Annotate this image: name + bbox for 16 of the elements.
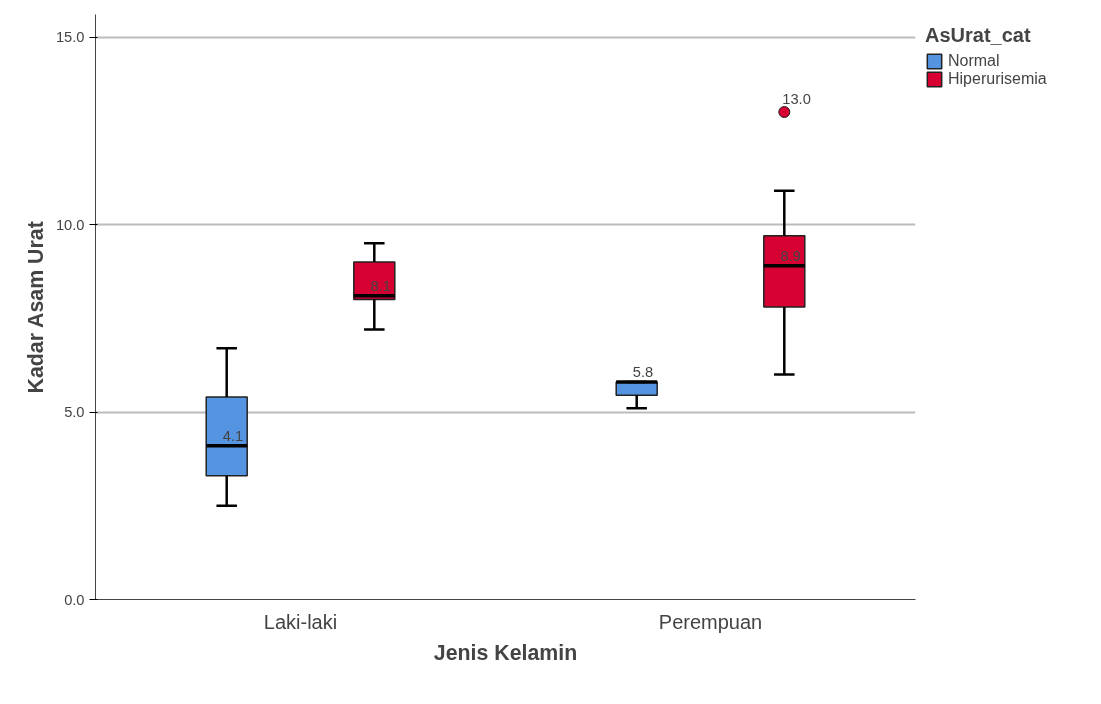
text: 5.8 [632, 364, 654, 380]
x-tick-label: Laki-laki [263, 610, 338, 633]
text: 8.9 [780, 247, 801, 264]
annotation: 13.0 [782, 91, 811, 107]
legend-label: Hiperurisemia [948, 70, 1047, 88]
legend-label: Normal [948, 52, 1000, 70]
x-tick-label: Perempuan [658, 610, 763, 633]
legend-title: AsUrat_cat [925, 24, 1032, 47]
x-axis-title: Jenis Kelamin [433, 640, 578, 665]
y-tick-label: 15.0 [55, 29, 85, 45]
text: 4.1 [222, 427, 244, 444]
y-tick-label: 5.0 [64, 404, 85, 420]
y-tick-label: 10.0 [55, 216, 85, 233]
y-tick-label: 0.0 [64, 591, 85, 608]
y-axis-title: Kadar Asam Urat [23, 221, 48, 394]
text: 8.1 [370, 277, 391, 294]
